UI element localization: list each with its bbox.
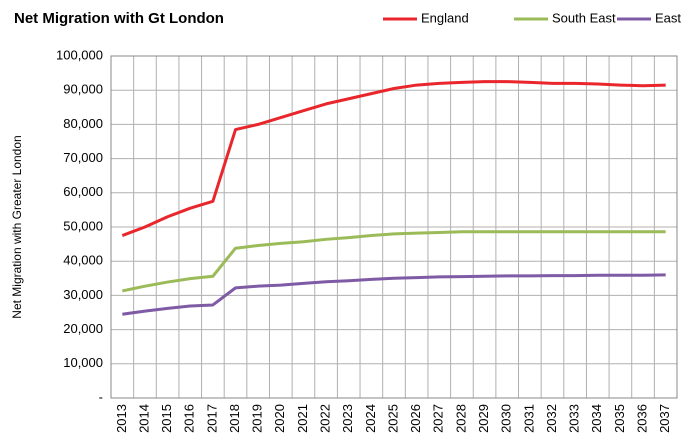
x-tick-label: 2032	[544, 404, 559, 433]
x-tick-label: 2023	[340, 404, 355, 433]
x-tick-label: 2037	[657, 404, 672, 433]
x-tick-label: 2027	[431, 404, 446, 433]
y-tick-label: 10,000	[63, 355, 103, 370]
y-tick-label: 20,000	[63, 321, 103, 336]
chart-title: Net Migration with Gt London	[14, 10, 224, 27]
legend-label: England	[421, 10, 469, 25]
y-tick-label: 50,000	[63, 218, 103, 233]
legend-label: East	[655, 10, 681, 25]
x-tick-label: 2024	[363, 404, 378, 433]
x-tick-label: 2031	[521, 404, 536, 433]
x-tick-label: 2030	[499, 404, 514, 433]
x-tick-label: 2017	[204, 404, 219, 433]
x-tick-label: 2034	[589, 404, 604, 433]
x-tick-label: 2020	[272, 404, 287, 433]
y-tick-label: -	[99, 389, 103, 404]
x-tick-label: 2025	[385, 404, 400, 433]
series-line	[121, 80, 666, 237]
y-tick-label: 80,000	[63, 116, 103, 131]
y-tick-label: 60,000	[63, 184, 103, 199]
y-tick-label: 70,000	[63, 150, 103, 165]
legend-label: South East	[552, 10, 616, 25]
x-tick-label: 2018	[227, 404, 242, 433]
y-axis-label: Net Migration with Greater London	[10, 135, 24, 318]
series-line	[122, 230, 666, 293]
x-tick-label: 2035	[612, 404, 627, 433]
y-tick-label: 40,000	[63, 253, 103, 268]
y-tick-label: 30,000	[63, 287, 103, 302]
x-tick-label: 2028	[453, 404, 468, 433]
x-tick-label: 2019	[250, 404, 265, 433]
x-tick-label: 2033	[567, 404, 582, 433]
x-tick-label: 2021	[295, 404, 310, 433]
x-tick-label: 2029	[476, 404, 491, 433]
y-tick-label: 90,000	[63, 82, 103, 97]
x-tick-label: 2013	[114, 404, 129, 433]
y-tick-label: 100,000	[56, 47, 103, 62]
x-tick-label: 2026	[408, 404, 423, 433]
x-tick-label: 2015	[159, 404, 174, 433]
x-tick-label: 2022	[318, 404, 333, 433]
x-tick-label: 2036	[634, 404, 649, 433]
x-tick-label: 2014	[136, 404, 151, 433]
plot-border	[110, 55, 678, 399]
series-line	[122, 273, 666, 316]
x-tick-label: 2016	[182, 404, 197, 433]
